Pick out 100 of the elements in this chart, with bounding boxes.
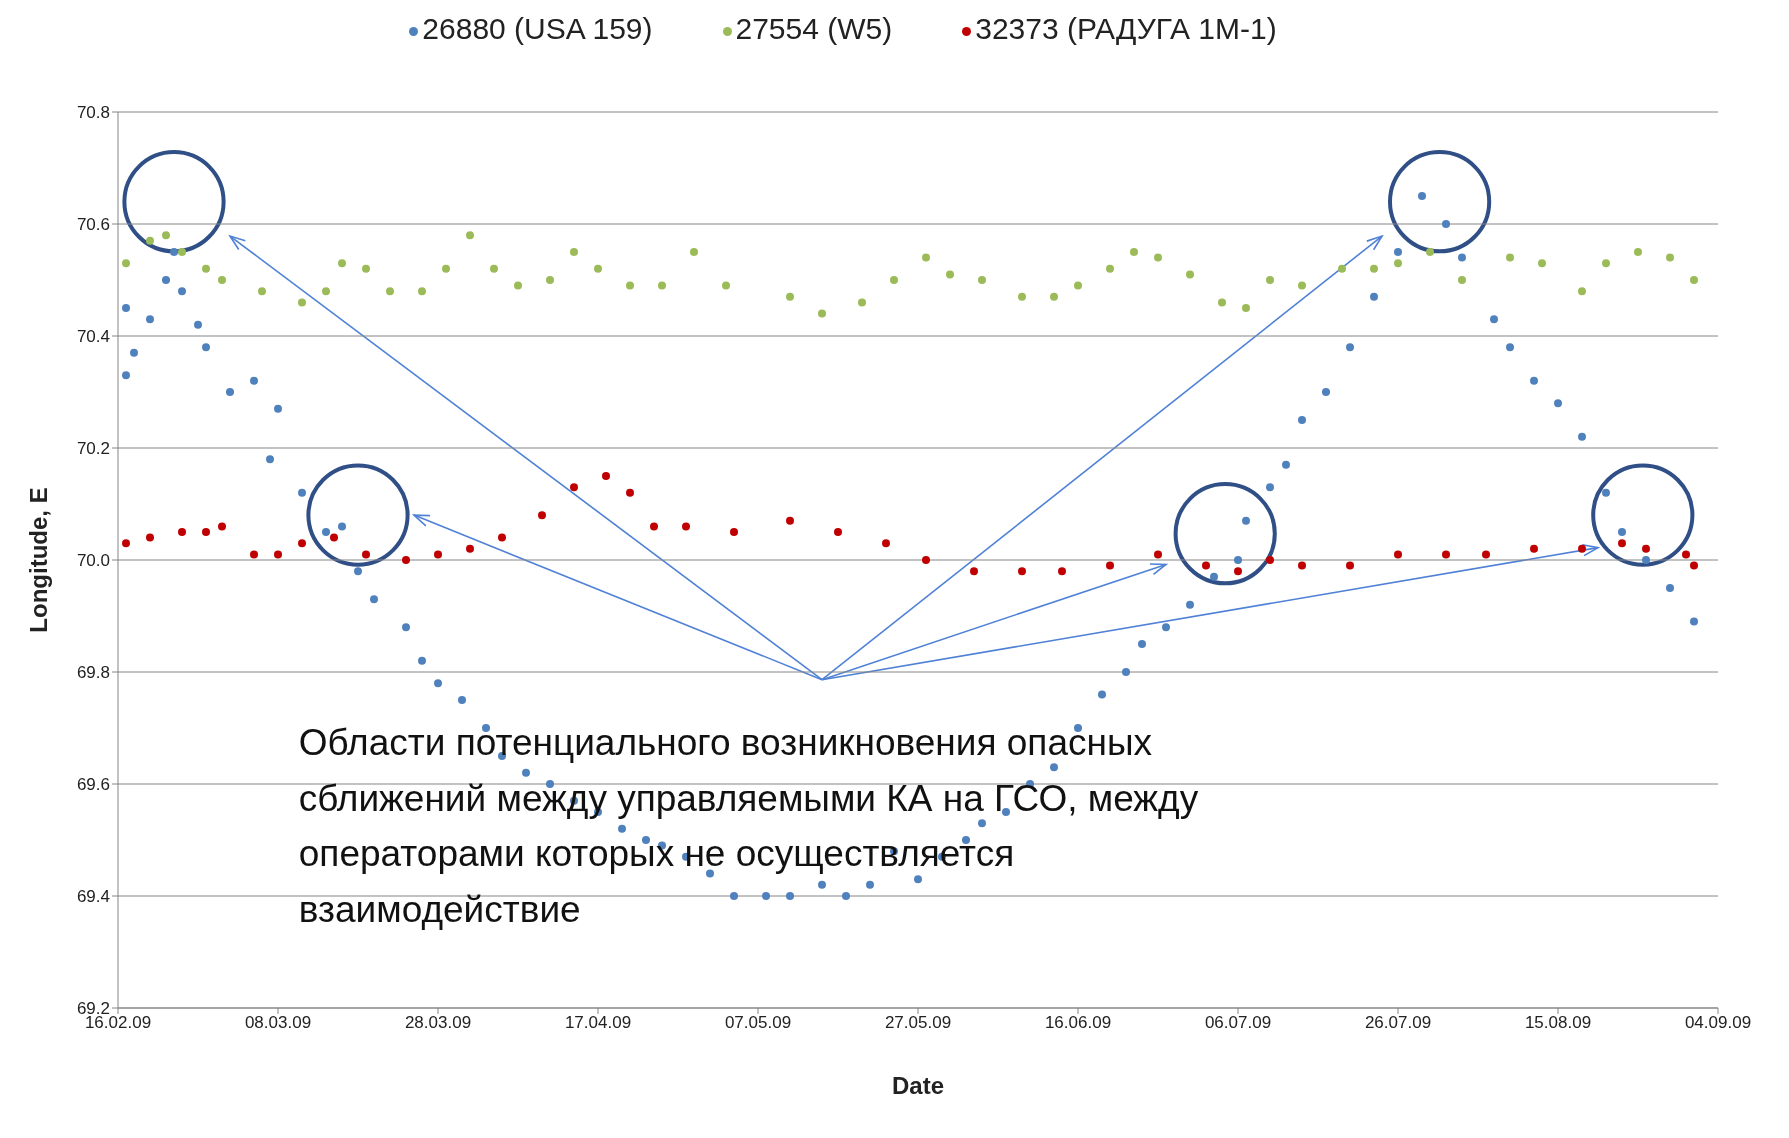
point [722, 281, 730, 290]
x-tick-label: 17.04.09 [564, 1013, 632, 1033]
point [514, 281, 522, 290]
x-tick-label: 06.07.09 [1204, 1013, 1272, 1033]
y-tick-label: 70.4 [76, 327, 110, 347]
point [466, 231, 474, 240]
point [570, 483, 578, 492]
point [1602, 259, 1610, 268]
point [1218, 298, 1226, 307]
point [1266, 276, 1274, 284]
point [1074, 281, 1082, 290]
point [490, 264, 498, 273]
point [1018, 292, 1026, 301]
point [1242, 304, 1250, 312]
x-tick-label: 26.07.09 [1364, 1013, 1432, 1033]
point [818, 309, 826, 318]
y-tick-label: 69.8 [76, 663, 110, 683]
point [298, 539, 306, 548]
point [1298, 281, 1306, 290]
point [338, 259, 346, 268]
x-tick-label: 27.05.09 [884, 1013, 952, 1033]
point [1506, 253, 1514, 262]
point [922, 253, 930, 262]
y-tick-label: 69.4 [76, 887, 110, 907]
legend-label: 26880 (USA 159) [422, 12, 653, 45]
point [402, 556, 410, 564]
point [274, 550, 282, 559]
point [538, 511, 546, 520]
point [890, 276, 898, 284]
y-tick-label: 69.6 [76, 775, 110, 795]
point [946, 270, 954, 279]
y-axis-title: Longitude, E [24, 487, 52, 633]
point [690, 248, 698, 256]
y-tick-label: 70.0 [76, 551, 110, 571]
annotation: Области потенциального возникновения опасных сближений между управляемыми КА на ГСО, между операторами которых не осуществляется взаимодействие [298, 721, 1200, 932]
x-tick-label: 28.03.09 [404, 1013, 472, 1033]
point [434, 550, 442, 559]
point [202, 528, 210, 536]
point [202, 264, 210, 273]
point [1578, 287, 1586, 296]
point [602, 472, 610, 480]
y-tick-label: 70.6 [76, 215, 110, 235]
point [626, 281, 634, 290]
point [218, 522, 226, 531]
point [122, 259, 130, 268]
x-tick-label: 08.03.09 [244, 1013, 312, 1033]
point [786, 292, 794, 301]
y-tick-label: 70.8 [76, 103, 110, 123]
point [1186, 270, 1194, 279]
point [218, 276, 226, 284]
point [1618, 539, 1626, 548]
point [650, 522, 658, 531]
point [1666, 253, 1674, 262]
point [1370, 264, 1378, 273]
point [626, 488, 634, 497]
point [1690, 276, 1698, 284]
point [178, 528, 186, 536]
point [1634, 248, 1642, 256]
point [546, 276, 554, 284]
point [330, 533, 338, 542]
point [146, 236, 154, 245]
point [594, 264, 602, 273]
point [1458, 276, 1466, 284]
point [882, 539, 890, 548]
point [1538, 259, 1546, 268]
x-tick-label: 07.05.09 [724, 1013, 792, 1033]
point [250, 550, 258, 559]
point [1154, 253, 1162, 262]
point [1394, 259, 1402, 268]
point [362, 264, 370, 273]
point [834, 528, 842, 536]
x-tick-label: 15.08.09 [1524, 1013, 1592, 1033]
point [1338, 264, 1346, 273]
x-tick-label: 16.06.09 [1044, 1013, 1112, 1033]
point [122, 539, 130, 548]
point [146, 533, 154, 542]
point [1690, 561, 1698, 570]
point [730, 528, 738, 536]
point [1426, 248, 1434, 256]
x-tick-label: 04.09.09 [1684, 1013, 1752, 1033]
point [498, 533, 506, 542]
point [858, 298, 866, 307]
point [162, 231, 170, 240]
point [658, 281, 666, 290]
y-tick-label: 70.2 [76, 439, 110, 459]
point [362, 550, 370, 559]
x-axis-title: Date [891, 1072, 945, 1099]
legend-label: 32373 (РАДУГА 1М-1) [975, 12, 1277, 45]
point [1642, 544, 1650, 553]
point [1106, 264, 1114, 273]
legend-label: 27554 (W5) [735, 12, 893, 45]
point [1130, 248, 1138, 256]
point [298, 298, 306, 307]
point [258, 287, 266, 296]
point [442, 264, 450, 273]
point [1050, 292, 1058, 301]
point [978, 276, 986, 284]
point [570, 248, 578, 256]
point [386, 287, 394, 296]
point [1682, 550, 1690, 559]
